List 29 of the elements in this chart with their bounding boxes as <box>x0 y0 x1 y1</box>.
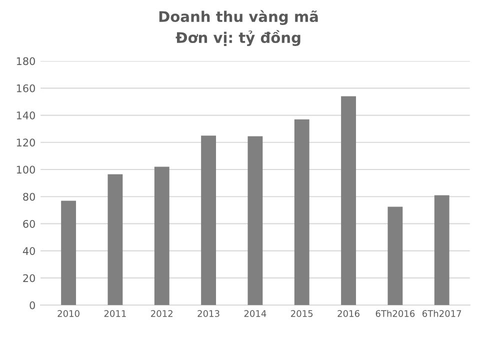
y-tick-label: 160 <box>16 84 35 92</box>
x-tick-label: 2013 <box>198 310 220 317</box>
x-tick-label: 6Th2017 <box>422 310 462 317</box>
bar <box>108 174 123 306</box>
y-tick-label: 60 <box>23 220 35 228</box>
x-tick-label: 2010 <box>58 310 80 317</box>
y-tick-label: 20 <box>23 274 35 282</box>
bar <box>341 96 356 306</box>
x-tick-label: 2015 <box>291 310 313 317</box>
y-tick-label: 40 <box>22 247 35 255</box>
x-tick-label: 6Th2016 <box>376 310 415 317</box>
bar <box>201 136 216 306</box>
bar <box>61 200 76 306</box>
bar <box>434 195 450 306</box>
bar <box>154 166 170 306</box>
y-tick-label: 80 <box>23 192 35 201</box>
y-tick-label: 100 <box>16 166 35 174</box>
bar <box>294 119 310 306</box>
x-tick-label: 2014 <box>244 310 266 317</box>
y-tick-label: 180 <box>16 57 35 66</box>
chart-title: Doanh thu vàng mã Đơn vị: tỷ đồng <box>159 10 318 46</box>
bar <box>388 206 403 306</box>
bar <box>248 136 263 306</box>
x-tick-label: 2011 <box>104 310 126 317</box>
y-tick-label: 0 <box>30 301 35 310</box>
y-tick-label: 120 <box>16 138 35 146</box>
x-tick-label: 2012 <box>151 310 172 317</box>
x-tick-label: 2016 <box>338 310 360 317</box>
y-tick-label: 140 <box>16 111 35 120</box>
